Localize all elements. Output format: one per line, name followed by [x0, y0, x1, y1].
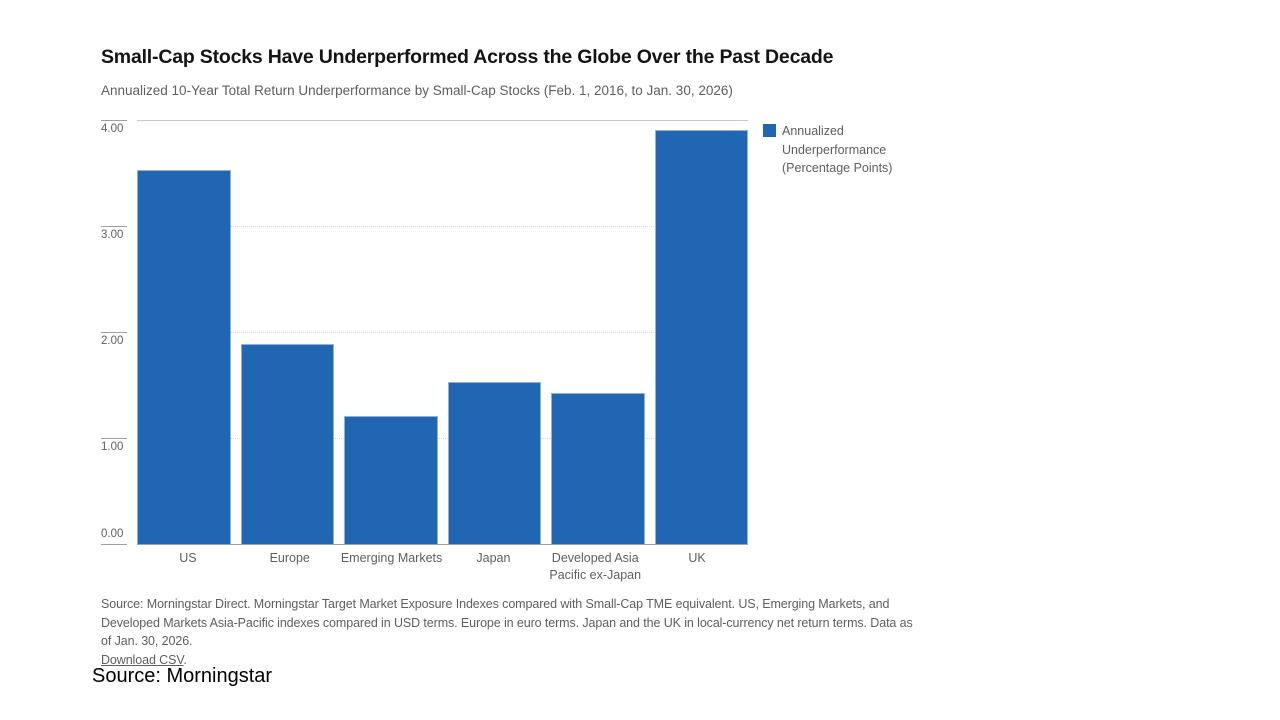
chart-subtitle: Annualized 10-Year Total Return Underper…	[101, 83, 733, 98]
chart-title: Small-Cap Stocks Have Underperformed Acr…	[101, 46, 834, 68]
y-tick-mark-2.00	[101, 332, 127, 333]
x-axis-label-us: US	[179, 551, 197, 565]
bar-japan[interactable]	[447, 381, 541, 544]
gridline-0.00	[137, 544, 748, 545]
y-axis: 0.00 1.00 2.00 3.00 4.00	[101, 120, 137, 545]
y-tick-label-0.00: 0.00	[101, 528, 124, 540]
download-csv-link[interactable]: Download CSV	[101, 652, 184, 667]
y-tick-mark-1.00	[101, 438, 127, 439]
x-axis-label-developed-asia-pacific-ex-japan: Developed Asia Pacific ex-Japan	[549, 551, 642, 582]
footnote-text: Source: Morningstar Direct. Morningstar …	[101, 597, 913, 649]
bar-europe[interactable]	[240, 343, 334, 544]
gridline-2.00	[137, 332, 748, 333]
y-tick-label-3.00: 3.00	[101, 229, 124, 241]
slide-source-caption: Source: Morningstar	[92, 665, 273, 687]
y-tick-label-2.00: 2.00	[101, 335, 124, 347]
legend-label: Annualized Underperformance (Percentage …	[782, 124, 893, 175]
footnote: Source: Morningstar Direct. Morningstar …	[101, 595, 919, 669]
x-axis-label-uk: UK	[688, 551, 706, 565]
y-tick-mark-0.00	[101, 544, 127, 545]
x-axis-label-europe: Europe	[269, 551, 310, 565]
footnote-period: .	[183, 652, 187, 667]
y-tick-label-1.00: 1.00	[101, 441, 124, 453]
bar-developed-asia-pacific-ex-japan[interactable]	[551, 393, 645, 544]
legend-swatch-icon	[763, 124, 776, 137]
bar-us[interactable]	[137, 169, 231, 544]
y-tick-mark-3.00	[101, 226, 127, 227]
x-axis-label-japan: Japan	[476, 551, 511, 565]
gridline-4.00	[137, 120, 748, 121]
plot-area	[137, 120, 748, 545]
x-axis-label-emerging-markets: Emerging Markets	[340, 551, 443, 565]
y-tick-label-4.00: 4.00	[101, 123, 124, 135]
bar-uk[interactable]	[654, 129, 748, 544]
legend: Annualized Underperformance (Percentage …	[763, 122, 900, 178]
y-tick-mark-4.00	[101, 120, 127, 121]
bar-emerging-markets[interactable]	[344, 415, 438, 544]
x-axis-labels: US Europe Emerging Markets Japan Developed A…	[137, 550, 748, 590]
gridline-3.00	[137, 226, 748, 227]
gridline-1.00	[137, 438, 748, 439]
